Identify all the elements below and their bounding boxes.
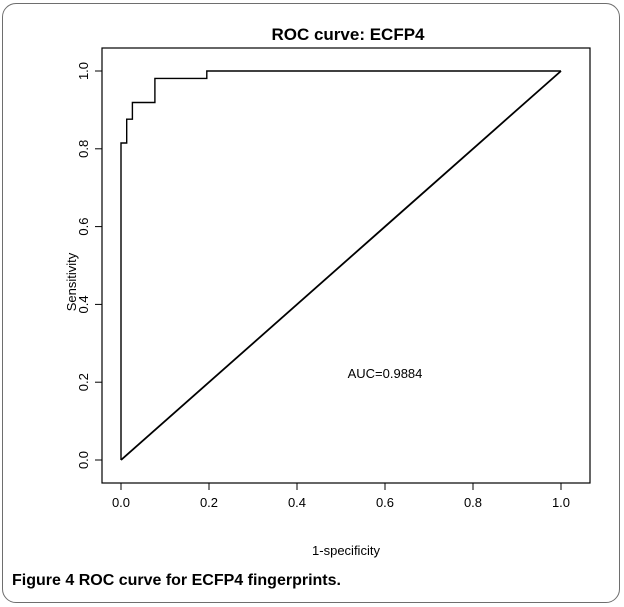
x-tick-label: 1.0: [552, 495, 570, 510]
x-tick-label: 0.8: [464, 495, 482, 510]
y-axis-label: Sensitivity: [64, 252, 79, 311]
y-tick-label: 0.2: [76, 373, 91, 391]
roc-curve-line: [120, 70, 561, 460]
y-tick-label: 0.0: [76, 451, 91, 469]
roc-chart: ROC curve: ECFP4 0.0 0.2 0.4 0.6 0.8 1.0 0.00…: [64, 25, 591, 558]
chart-title: ROC curve: ECFP4: [271, 25, 425, 44]
x-axis: 0.0 0.2 0.4 0.6 0.8 1.0: [112, 482, 570, 510]
auc-annotation: AUC=0.9884: [348, 366, 423, 381]
x-tick-label: 0.0: [112, 495, 130, 510]
x-tick-label: 0.2: [200, 495, 218, 510]
caption-text: ROC curve for ECFP4 fingerprints.: [78, 572, 341, 589]
plot-frame: [101, 47, 591, 484]
caption-label: Figure 4: [12, 572, 75, 589]
figure-frame: [2, 3, 620, 603]
figure-caption: Figure 4 ROC curve for ECFP4 fingerprint…: [12, 572, 341, 590]
x-tick-label: 0.4: [288, 495, 306, 510]
y-tick-label: 0.4: [76, 295, 91, 313]
y-tick-label: 0.6: [76, 218, 91, 236]
plot-box: [101, 47, 591, 484]
x-tick-label: 0.6: [376, 495, 394, 510]
x-axis-label: 1-specificity: [312, 543, 380, 558]
y-tick-label: 0.8: [76, 140, 91, 158]
diagonal-reference-line: [120, 70, 562, 461]
y-axis: 0.0 0.2 0.4 0.6 0.8 1.0: [76, 62, 103, 469]
series-layer: [120, 70, 562, 461]
y-tick-label: 1.0: [76, 62, 91, 80]
